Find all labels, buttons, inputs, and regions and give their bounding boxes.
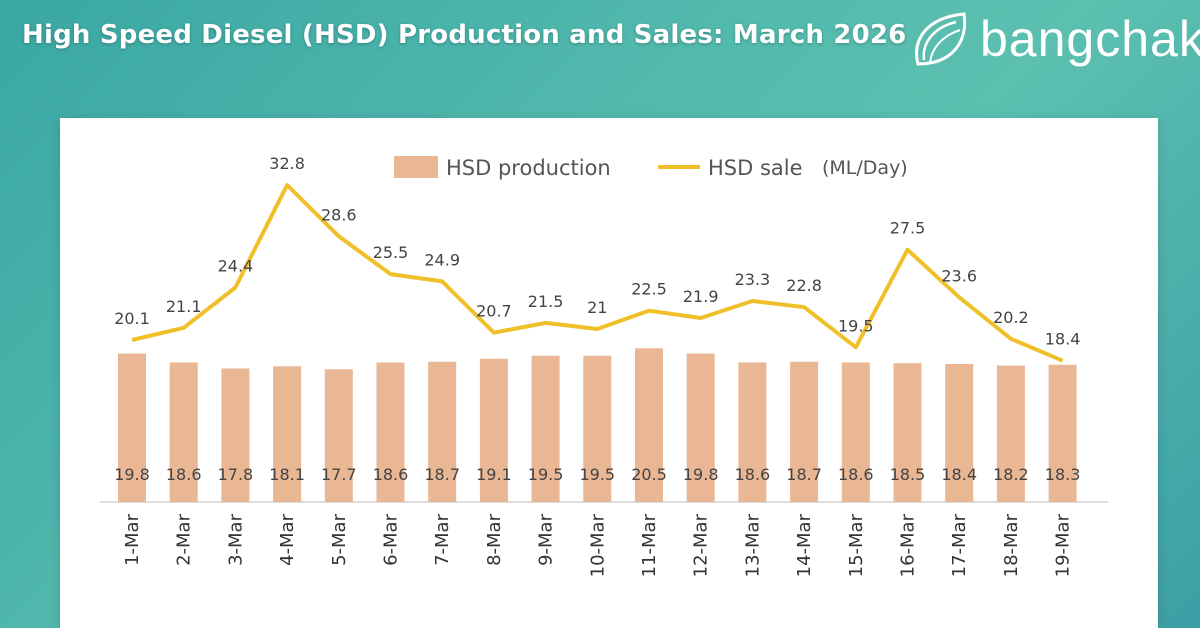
x-tick-2-Mar: 2-Mar: [174, 513, 195, 566]
x-tick-15-Mar: 15-Mar: [846, 513, 867, 577]
x-tick-14-Mar: 14-Mar: [794, 513, 815, 577]
x-tick-5-Mar: 5-Mar: [329, 513, 350, 566]
brand-logo: bangchak: [908, 6, 1200, 76]
x-tick-16-Mar: 16-Mar: [898, 513, 919, 577]
bar-label-5-Mar: 17.7: [321, 465, 357, 484]
legend-unit: (ML/Day): [822, 157, 908, 179]
bar-production-15-Mar: [841, 362, 870, 502]
bar-production-11-Mar: [635, 348, 663, 502]
bar-label-11-Mar: 20.5: [631, 465, 667, 484]
line-label-8-Mar: 20.7: [476, 302, 512, 321]
line-label-5-Mar: 28.6: [321, 205, 357, 224]
x-tick-4-Mar: 4-Mar: [277, 513, 298, 566]
x-tick-19-Mar: 19-Mar: [1053, 513, 1074, 577]
legend-label-production: HSD production: [446, 156, 611, 180]
x-tick-8-Mar: 8-Mar: [484, 513, 505, 566]
line-label-9-Mar: 21.5: [528, 292, 564, 311]
x-tick-17-Mar: 17-Mar: [949, 513, 970, 577]
legend-swatch-production: [394, 156, 438, 178]
line-label-13-Mar: 23.3: [735, 270, 771, 289]
line-label-3-Mar: 24.4: [218, 257, 254, 276]
legend: HSD production HSD sale (ML/Day): [394, 156, 908, 180]
chart: HSD production HSD sale (ML/Day) 19.8 18.…: [100, 154, 1108, 577]
bar-production-6-Mar: [376, 362, 405, 502]
bar-label-3-Mar: 17.8: [218, 465, 254, 484]
x-tick-10-Mar: 10-Mar: [587, 513, 608, 577]
bar-production-9-Mar: [531, 355, 560, 502]
x-tick-9-Mar: 9-Mar: [536, 513, 557, 566]
bar-label-14-Mar: 18.7: [786, 465, 822, 484]
bar-production-1-Mar: [118, 353, 146, 502]
page-title: High Speed Diesel (HSD) Production and S…: [22, 20, 907, 50]
x-tick-1-Mar: 1-Mar: [122, 513, 143, 566]
line-sale: [131, 183, 1064, 363]
line-label-6-Mar: 25.5: [373, 243, 409, 262]
bar-label-13-Mar: 18.6: [735, 465, 771, 484]
brand-name: bangchak: [980, 11, 1200, 67]
bar-label-7-Mar: 18.7: [424, 465, 460, 484]
line-label-17-Mar: 23.6: [941, 266, 977, 285]
bar-production-19-Mar: [1048, 364, 1077, 502]
bar-label-10-Mar: 19.5: [579, 465, 615, 484]
bar-production-2-Mar: [169, 362, 198, 502]
bar-label-12-Mar: 19.8: [683, 465, 719, 484]
line-label-19-Mar: 18.4: [1045, 330, 1081, 349]
line-label-1-Mar: 20.1: [114, 309, 150, 328]
bar-label-19-Mar: 18.3: [1045, 465, 1081, 484]
line-label-18-Mar: 20.2: [993, 308, 1029, 327]
bar-production-8-Mar: [479, 358, 508, 502]
line-label-11-Mar: 22.5: [631, 280, 667, 299]
line-label-12-Mar: 21.9: [683, 287, 719, 306]
bar-production-13-Mar: [738, 362, 767, 502]
bar-label-15-Mar: 18.6: [838, 465, 874, 484]
bar-production-14-Mar: [790, 361, 819, 502]
line-label-14-Mar: 22.8: [786, 276, 822, 295]
line-label-4-Mar: 32.8: [269, 154, 305, 173]
bar-label-8-Mar: 19.1: [476, 465, 512, 484]
chart-panel: HSD production HSD sale (ML/Day) 19.8 18.…: [60, 118, 1158, 628]
bar-label-17-Mar: 18.4: [941, 465, 977, 484]
bar-production-7-Mar: [428, 361, 457, 502]
bar-production-18-Mar: [996, 365, 1025, 502]
bar-production-3-Mar: [221, 368, 250, 502]
line-label-2-Mar: 21.1: [166, 297, 202, 316]
line-label-15-Mar: 19.5: [838, 316, 874, 335]
bar-label-16-Mar: 18.5: [890, 465, 926, 484]
bar-production-10-Mar: [583, 355, 612, 502]
line-label-10-Mar: 21: [587, 298, 607, 317]
line-label-16-Mar: 27.5: [890, 219, 926, 238]
x-tick-12-Mar: 12-Mar: [691, 513, 712, 577]
bar-production-5-Mar: [324, 369, 353, 502]
bar-label-6-Mar: 18.6: [373, 465, 409, 484]
bar-production-17-Mar: [945, 364, 974, 502]
bar-label-1-Mar: 19.8: [114, 465, 150, 484]
x-tick-6-Mar: 6-Mar: [381, 513, 402, 566]
line-label-7-Mar: 24.9: [424, 250, 460, 269]
bar-label-18-Mar: 18.2: [993, 465, 1029, 484]
x-tick-11-Mar: 11-Mar: [639, 513, 660, 577]
bar-production-16-Mar: [893, 363, 922, 502]
bar-label-4-Mar: 18.1: [269, 465, 305, 484]
leaf-icon: [915, 12, 967, 66]
bar-label-2-Mar: 18.6: [166, 465, 202, 484]
bar-production-4-Mar: [273, 366, 302, 502]
x-tick-3-Mar: 3-Mar: [225, 513, 246, 566]
bar-production-12-Mar: [686, 353, 715, 502]
x-tick-18-Mar: 18-Mar: [1001, 513, 1022, 577]
bar-label-9-Mar: 19.5: [528, 465, 564, 484]
x-tick-13-Mar: 13-Mar: [742, 513, 763, 577]
legend-label-sale: HSD sale: [708, 156, 803, 180]
x-tick-7-Mar: 7-Mar: [432, 513, 453, 566]
